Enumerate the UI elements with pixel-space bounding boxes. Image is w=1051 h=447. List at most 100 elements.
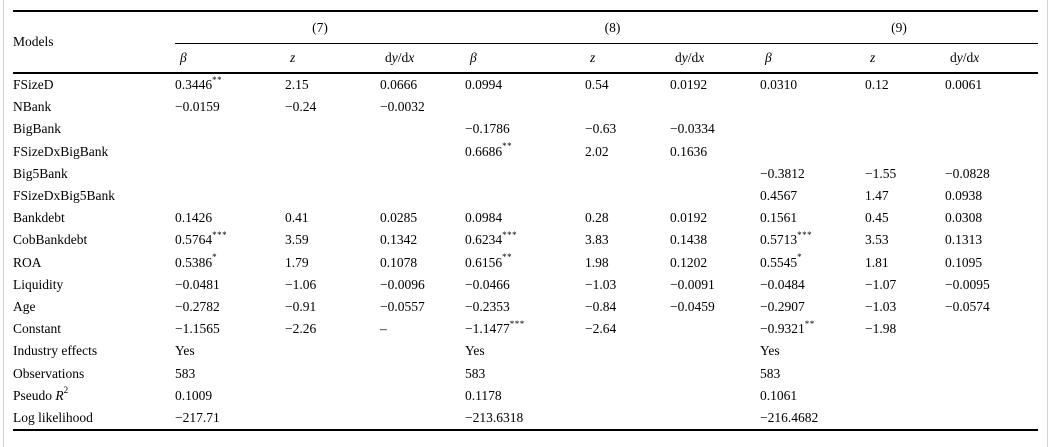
data-cell (760, 96, 865, 118)
col-header-beta: β (175, 43, 285, 74)
data-cell: −0.84 (585, 298, 617, 314)
data-cell (945, 318, 1038, 340)
col-header-dydx: dy/dx (945, 43, 1038, 74)
data-cell: 2.02 (585, 143, 609, 159)
data-cell: 0.4567 (760, 188, 798, 204)
table-row: Constant −1.1565 −2.26 – −1.1477*** −2.64 −0.9… (13, 318, 1038, 340)
table-row: Liquidity −0.0481 −1.06 −0.0096 −0.0466 −1.03… (13, 274, 1038, 296)
column-header-row: β z dy/dx β z dy/dx β z dy/dx (13, 43, 1038, 74)
data-cell: −1.03 (865, 298, 897, 314)
data-cell: 0.1202 (670, 254, 708, 270)
row-label: Age (13, 298, 36, 314)
row-label: CobBankdebt (13, 232, 88, 248)
data-cell (945, 141, 1038, 163)
data-cell: −2.26 (285, 321, 317, 337)
data-cell: −0.24 (285, 99, 317, 115)
data-cell (285, 141, 380, 163)
data-cell: 0.0310 (760, 77, 798, 93)
row-label: Log likelihood (13, 409, 93, 425)
data-cell (585, 185, 670, 207)
data-cell: −1.55 (865, 165, 897, 181)
models-header: Models (13, 11, 175, 74)
stat-value: 583 (465, 365, 486, 381)
data-cell: −0.63 (585, 121, 617, 137)
data-cell: −0.2907 (760, 298, 805, 314)
data-cell: −0.2782 (175, 298, 220, 314)
data-cell: 0.12 (865, 77, 889, 93)
table-row: Industry effects Yes Yes Yes (13, 340, 1038, 362)
stat-value: 0.1061 (760, 387, 798, 403)
data-cell: 0.5713*** (760, 229, 813, 248)
row-label: BigBank (13, 121, 62, 137)
table-row: ROA 0.5386* 1.79 0.1078 0.6156** 1.98 0.1202 0.… (13, 252, 1038, 274)
data-cell (760, 141, 865, 163)
data-cell (585, 163, 670, 185)
table-row: NBank −0.0159 −0.24 −0.0032 (13, 96, 1038, 118)
significance-stars: *** (502, 229, 518, 240)
data-cell: 0.1095 (945, 254, 983, 270)
stat-value: 583 (175, 365, 196, 381)
significance-stars: ** (502, 141, 513, 152)
row-label: Constant (13, 321, 62, 337)
data-cell: 0.45 (865, 210, 889, 226)
data-cell (865, 141, 945, 163)
stat-value: 0.1178 (465, 387, 502, 403)
data-cell: 2.15 (285, 77, 309, 93)
table-row: FSizeDxBig5Bank 0.4567 1.47 0.0938 (13, 185, 1038, 207)
data-cell: 0.6156** (465, 252, 513, 270)
data-cell: −0.0828 (945, 165, 990, 181)
data-cell (945, 118, 1038, 140)
data-cell (465, 163, 585, 185)
significance-stars: *** (509, 318, 525, 329)
data-cell: 0.1561 (760, 210, 798, 226)
data-cell (760, 118, 865, 140)
col-header-dydx: dy/dx (380, 43, 465, 74)
data-cell: 0.41 (285, 210, 309, 226)
data-cell: 0.0308 (945, 210, 983, 226)
data-cell: 1.79 (285, 254, 309, 270)
data-cell: 0.6686** (465, 141, 513, 159)
data-cell: 3.53 (865, 232, 889, 248)
row-label: Industry effects (13, 343, 98, 359)
data-cell: −0.0091 (670, 276, 715, 292)
col-header-dydx: dy/dx (670, 43, 760, 74)
data-cell: −0.0557 (380, 298, 425, 314)
data-cell: 0.1426 (175, 210, 213, 226)
table-body: FSizeD 0.3446** 2.15 0.0666 0.0994 0.54 0.0192… (13, 73, 1038, 430)
data-cell (285, 163, 380, 185)
data-cell: 0.5386* (175, 252, 218, 270)
data-cell: 0.0192 (670, 77, 708, 93)
table-row: FSizeDxBigBank 0.6686** 2.02 0.1636 (13, 141, 1038, 163)
data-cell: 1.47 (865, 188, 889, 204)
data-cell: −0.0484 (760, 276, 805, 292)
row-label: FSizeDxBig5Bank (13, 188, 116, 204)
col-header-z: z (285, 43, 380, 74)
data-cell (380, 163, 465, 185)
data-cell: −2.64 (585, 321, 617, 337)
data-cell: −0.0459 (670, 298, 715, 314)
data-cell (585, 96, 670, 118)
data-cell: 0.54 (585, 77, 609, 93)
data-cell: −1.03 (585, 276, 617, 292)
data-cell (465, 96, 585, 118)
data-cell: −0.9321** (760, 318, 815, 337)
data-cell (380, 141, 465, 163)
data-cell: −0.0159 (175, 99, 220, 115)
data-cell (670, 318, 760, 340)
row-label: NBank (13, 99, 52, 115)
col-header-beta: β (760, 43, 865, 74)
group-header-row: Models (7) (8) (9) (13, 11, 1038, 74)
significance-stars: *** (797, 229, 813, 240)
data-cell (175, 141, 285, 163)
data-cell: 0.0192 (670, 210, 708, 226)
table-row: BigBank −0.1786 −0.63 −0.0334 (13, 118, 1038, 140)
data-cell: 0.28 (585, 210, 609, 226)
data-cell: −1.07 (865, 276, 897, 292)
row-label: ROA (13, 254, 42, 270)
data-cell: 3.59 (285, 232, 309, 248)
significance-stars: * (212, 252, 218, 263)
significance-stars: ** (502, 252, 513, 263)
row-label: FSizeDxBigBank (13, 143, 109, 159)
stat-value: Yes (760, 343, 780, 359)
